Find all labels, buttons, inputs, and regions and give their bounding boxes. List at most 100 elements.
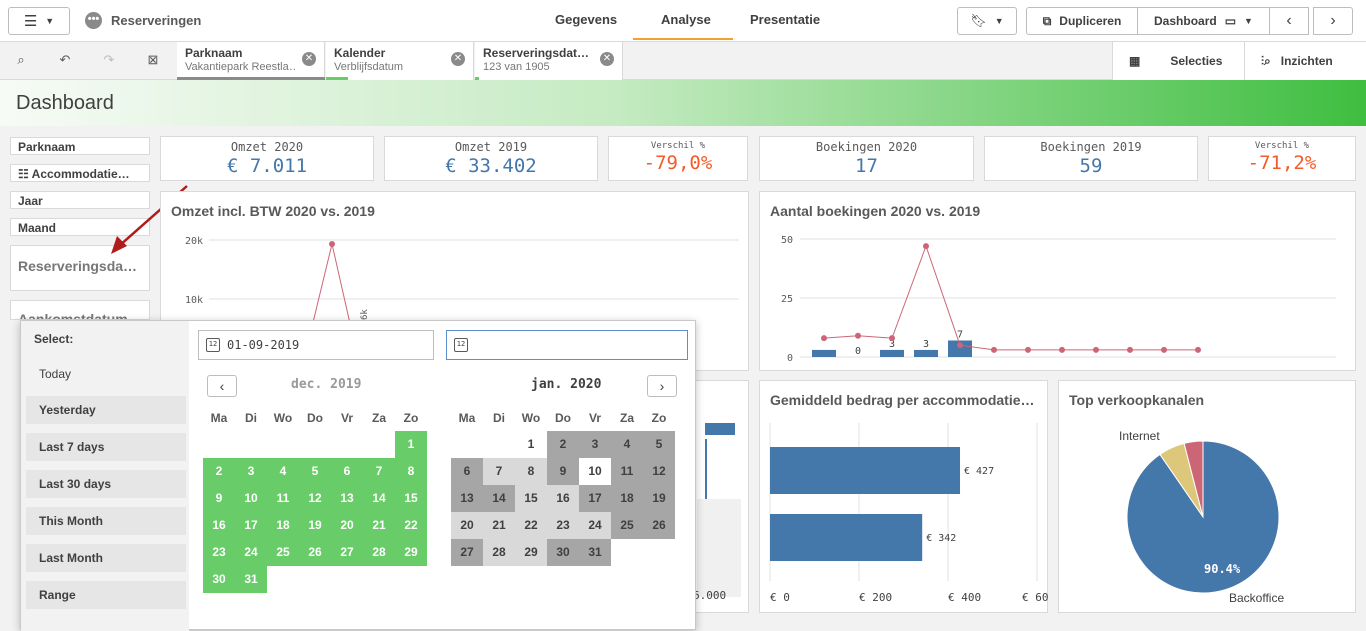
- calendar-day[interactable]: 1: [515, 431, 547, 458]
- selecties-button[interactable]: ▦ Selecties: [1112, 42, 1244, 80]
- start-date-input[interactable]: 12 01-09-2019: [198, 330, 434, 360]
- calendar-day[interactable]: 5: [299, 458, 331, 485]
- calendar-day[interactable]: 30: [203, 566, 235, 593]
- calendar-day[interactable]: 27: [331, 539, 363, 566]
- sheet-selector-button[interactable]: Dashboard ▭ ▼: [1137, 7, 1270, 35]
- calendar-day[interactable]: 22: [395, 512, 427, 539]
- close-icon[interactable]: ✕: [302, 52, 316, 66]
- selection-chip-parknaam[interactable]: Parknaam Vakantiepark Reestla… ✕: [177, 42, 325, 80]
- calendar-day[interactable]: 4: [267, 458, 299, 485]
- end-date-input[interactable]: 12: [446, 330, 688, 360]
- calendar-day[interactable]: 14: [363, 485, 395, 512]
- preset-last-7-days[interactable]: Last 7 days: [26, 433, 186, 461]
- calendar-day[interactable]: 16: [203, 512, 235, 539]
- calendar-day[interactable]: 3: [235, 458, 267, 485]
- calendar-day[interactable]: 31: [579, 539, 611, 566]
- preset-today[interactable]: Today: [39, 367, 72, 381]
- tab-gegevens[interactable]: Gegevens: [555, 12, 618, 27]
- calendar-day[interactable]: 3: [579, 431, 611, 458]
- calendar-day[interactable]: 23: [203, 539, 235, 566]
- calendar-day[interactable]: 8: [395, 458, 427, 485]
- calendar-day[interactable]: 20: [331, 512, 363, 539]
- selection-chip-reserveringsdatum[interactable]: Reserveringsdat… 123 van 1905 ✕: [475, 42, 623, 80]
- calendar-day[interactable]: 31: [235, 566, 267, 593]
- calendar-day[interactable]: 12: [299, 485, 331, 512]
- calendar-day[interactable]: 12: [643, 458, 675, 485]
- calendar-day[interactable]: 6: [451, 458, 483, 485]
- calendar-day[interactable]: 6: [331, 458, 363, 485]
- filter-maand[interactable]: Maand: [10, 218, 150, 236]
- filter-parknaam[interactable]: Parknaam: [10, 137, 150, 155]
- calendar-day[interactable]: 28: [363, 539, 395, 566]
- smart-search-icon[interactable]: ⌕: [17, 52, 25, 67]
- bookmark-button[interactable]: 🔖︎ ▼: [957, 7, 1017, 35]
- next-month-button[interactable]: ›: [647, 375, 677, 397]
- calendar-day[interactable]: 23: [547, 512, 579, 539]
- calendar-day[interactable]: 26: [643, 512, 675, 539]
- calendar-day[interactable]: 9: [203, 485, 235, 512]
- calendar-day[interactable]: 20: [451, 512, 483, 539]
- selection-chip-kalender[interactable]: Kalender Verblijfsdatum ✕: [326, 42, 474, 80]
- calendar-day[interactable]: 21: [483, 512, 515, 539]
- calendar-day[interactable]: 17: [579, 485, 611, 512]
- calendar-day[interactable]: 7: [483, 458, 515, 485]
- calendar-day[interactable]: 21: [363, 512, 395, 539]
- calendar-day[interactable]: 1: [395, 431, 427, 458]
- calendar-day[interactable]: 28: [483, 539, 515, 566]
- filter-accommodatie[interactable]: ☷ Accommodatie…: [10, 164, 150, 182]
- calendar-day[interactable]: 14: [483, 485, 515, 512]
- tab-analyse[interactable]: Analyse: [661, 12, 711, 27]
- calendar-day[interactable]: 29: [515, 539, 547, 566]
- close-icon[interactable]: ✕: [600, 52, 614, 66]
- inzichten-button[interactable]: ⫶⌕ Inzichten: [1244, 42, 1366, 80]
- preset-this-month[interactable]: This Month: [26, 507, 186, 535]
- calendar-day[interactable]: 22: [515, 512, 547, 539]
- calendar-day[interactable]: 10: [235, 485, 267, 512]
- calendar-day[interactable]: 18: [267, 512, 299, 539]
- calendar-day[interactable]: 5: [643, 431, 675, 458]
- filter-jaar[interactable]: Jaar: [10, 191, 150, 209]
- main-menu-button[interactable]: ☰ ▼: [8, 7, 70, 35]
- duplicate-button[interactable]: ⧉ Dupliceren: [1026, 7, 1138, 35]
- calendar-day[interactable]: 2: [203, 458, 235, 485]
- calendar-day[interactable]: 2: [547, 431, 579, 458]
- calendar-day[interactable]: 26: [299, 539, 331, 566]
- calendar-day[interactable]: 18: [611, 485, 643, 512]
- calendar-day[interactable]: 11: [611, 458, 643, 485]
- calendar-day[interactable]: 27: [451, 539, 483, 566]
- close-icon[interactable]: ✕: [451, 52, 465, 66]
- tab-presentatie[interactable]: Presentatie: [750, 12, 821, 27]
- calendar-day[interactable]: 19: [643, 485, 675, 512]
- previous-month-button[interactable]: ‹: [207, 375, 237, 397]
- calendar-day[interactable]: 24: [579, 512, 611, 539]
- clear-selections-icon[interactable]: ⊠: [147, 52, 159, 67]
- preset-range[interactable]: Range: [26, 581, 186, 609]
- step-back-icon[interactable]: ↶: [59, 52, 71, 67]
- previous-sheet-button[interactable]: ‹: [1269, 7, 1309, 35]
- calendar-day[interactable]: 15: [515, 485, 547, 512]
- filter-reserveringsdatum[interactable]: Reserveringsda…: [10, 245, 150, 291]
- preset-yesterday[interactable]: Yesterday: [26, 396, 186, 424]
- calendar-day[interactable]: 10: [579, 458, 611, 485]
- calendar-day[interactable]: 11: [267, 485, 299, 512]
- next-sheet-button[interactable]: ›: [1313, 7, 1353, 35]
- calendar-day[interactable]: 25: [611, 512, 643, 539]
- calendar-day[interactable]: 19: [299, 512, 331, 539]
- step-forward-icon[interactable]: ↷: [103, 52, 115, 67]
- calendar-day[interactable]: 29: [395, 539, 427, 566]
- calendar-day[interactable]: 16: [547, 485, 579, 512]
- calendar-day[interactable]: 9: [547, 458, 579, 485]
- calendar-day[interactable]: 13: [331, 485, 363, 512]
- calendar-day[interactable]: 17: [235, 512, 267, 539]
- calendar-day[interactable]: 8: [515, 458, 547, 485]
- calendar-day[interactable]: 4: [611, 431, 643, 458]
- calendar-day[interactable]: 13: [451, 485, 483, 512]
- calendar-day[interactable]: 30: [547, 539, 579, 566]
- calendar-day[interactable]: 25: [267, 539, 299, 566]
- filter-aankomstdatum[interactable]: Aankomstdatum: [10, 300, 150, 320]
- calendar-day[interactable]: 24: [235, 539, 267, 566]
- calendar-day[interactable]: 7: [363, 458, 395, 485]
- preset-last-month[interactable]: Last Month: [26, 544, 186, 572]
- preset-last-30-days[interactable]: Last 30 days: [26, 470, 186, 498]
- calendar-day[interactable]: 15: [395, 485, 427, 512]
